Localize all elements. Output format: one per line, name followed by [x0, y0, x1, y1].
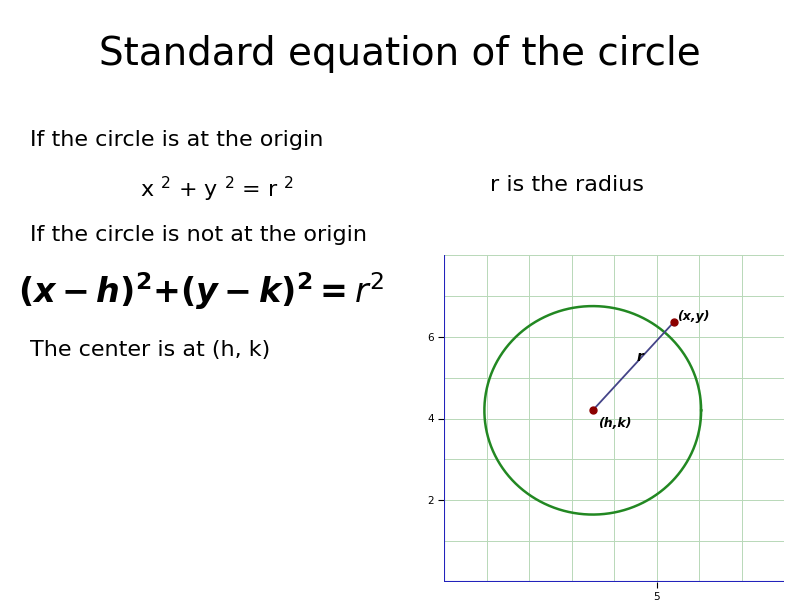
- Text: r: r: [637, 350, 643, 364]
- Text: r is the radius: r is the radius: [490, 175, 644, 195]
- Text: Standard equation of the circle: Standard equation of the circle: [99, 35, 701, 73]
- Text: If the circle is at the origin: If the circle is at the origin: [30, 130, 323, 150]
- Text: $\mathbf{(}$$\boldsymbol{x-h}$$\mathbf{)^2}$$\boldsymbol{+(}$$\boldsymbol{y-k}$$: $\mathbf{(}$$\boldsymbol{x-h}$$\mathbf{)…: [18, 270, 384, 312]
- Text: (x,y): (x,y): [677, 310, 710, 323]
- Text: (h,k): (h,k): [598, 418, 631, 430]
- Text: The center is at (h, k): The center is at (h, k): [30, 340, 270, 360]
- Text: If the circle is not at the origin: If the circle is not at the origin: [30, 225, 367, 245]
- Text: x $^2$ + y $^2$ = r $^2$: x $^2$ + y $^2$ = r $^2$: [140, 175, 294, 204]
